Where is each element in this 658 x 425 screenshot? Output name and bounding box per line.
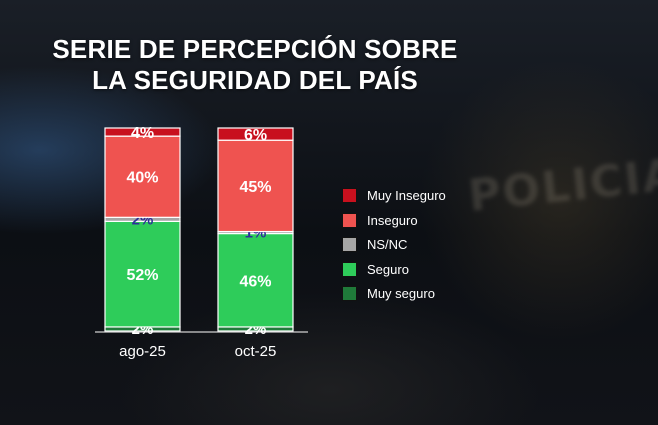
bar-segment-inseguro-ago-25 bbox=[104, 135, 181, 218]
chart-title: SERIE DE PERCEPCIÓN SOBRE LA SEGURIDAD D… bbox=[20, 34, 490, 96]
bar-segment-muy-inseguro-ago-25 bbox=[104, 127, 181, 137]
legend-label: Seguro bbox=[367, 261, 409, 277]
legend-swatch bbox=[342, 237, 357, 252]
legend-item-muy-seguro: Muy seguro bbox=[342, 286, 446, 301]
legend-label: Inseguro bbox=[367, 212, 418, 228]
legend-swatch bbox=[342, 261, 357, 277]
data-label-muy-inseguro-ago-25: 4% bbox=[131, 125, 154, 142]
bar-segment-seguro-ago-25 bbox=[104, 220, 181, 328]
data-label-seguro-oct-25: 46% bbox=[239, 273, 271, 290]
data-label-seguro-ago-25: 52% bbox=[126, 267, 158, 284]
legend-swatch bbox=[342, 286, 357, 301]
category-label-oct-25: oct-25 bbox=[235, 343, 277, 360]
bar-segment-muy-inseguro-oct-25 bbox=[217, 127, 294, 141]
legend-item-inseguro: Inseguro bbox=[342, 212, 446, 228]
chart-title-line-2: LA SEGURIDAD DEL PAÍS bbox=[92, 65, 418, 95]
legend-swatch bbox=[342, 188, 357, 203]
bar-segment-inseguro-oct-25 bbox=[217, 139, 294, 233]
legend-item-ns-nc: NS/NC bbox=[342, 237, 446, 252]
legend-label: Muy Inseguro bbox=[367, 188, 446, 203]
data-label-inseguro-oct-25: 45% bbox=[239, 179, 271, 196]
legend-item-seguro: Seguro bbox=[342, 261, 446, 277]
legend-label: NS/NC bbox=[367, 237, 408, 252]
chart-legend: Muy Inseguro Inseguro NS/NC Seguro Muy segur… bbox=[342, 188, 446, 311]
bar-segment-seguro-oct-25 bbox=[217, 232, 294, 328]
legend-swatch bbox=[342, 212, 357, 228]
chart-title-line-1: SERIE DE PERCEPCIÓN SOBRE bbox=[52, 34, 458, 64]
data-label-muy-inseguro-oct-25: 6% bbox=[244, 127, 267, 144]
legend-item-muy-inseguro: Muy Inseguro bbox=[342, 188, 446, 203]
legend-label: Muy seguro bbox=[367, 286, 435, 301]
data-label-inseguro-ago-25: 40% bbox=[126, 170, 158, 187]
category-label-ago-25: ago-25 bbox=[119, 343, 166, 360]
